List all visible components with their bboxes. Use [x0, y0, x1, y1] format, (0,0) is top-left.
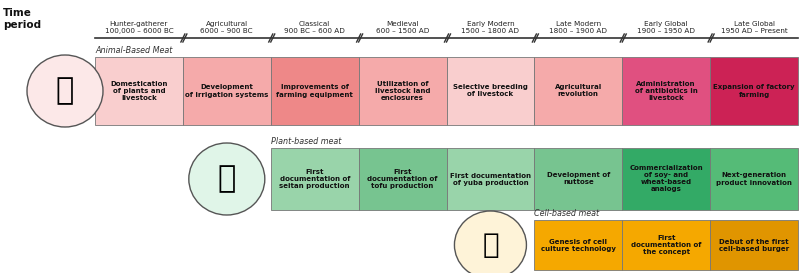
Bar: [270, 57, 358, 125]
Text: Development of
nuttose: Development of nuttose: [546, 173, 610, 185]
Bar: [622, 148, 710, 210]
Text: Debut of the first
cell-based burger: Debut of the first cell-based burger: [719, 239, 789, 251]
Text: Time
period: Time period: [3, 8, 41, 30]
Text: Animal-Based Meat: Animal-Based Meat: [95, 46, 172, 55]
Text: Late Global
1950 AD – Present: Late Global 1950 AD – Present: [721, 21, 787, 34]
Bar: [534, 148, 622, 210]
Text: Utilization of
livestock land
enclosures: Utilization of livestock land enclosures: [375, 81, 430, 101]
Text: Late Modern
1800 – 1900 AD: Late Modern 1800 – 1900 AD: [550, 21, 607, 34]
Bar: [358, 57, 446, 125]
Text: Improvements of
farming equipment: Improvements of farming equipment: [276, 85, 353, 97]
Bar: [710, 220, 798, 270]
Bar: [710, 148, 798, 210]
Text: Selective breeding
of livestock: Selective breeding of livestock: [453, 85, 528, 97]
Text: Agricultural
revolution: Agricultural revolution: [554, 85, 602, 97]
Bar: [622, 57, 710, 125]
Bar: [710, 57, 798, 125]
Text: Hunter-gatherer
100,000 – 6000 BC: Hunter-gatherer 100,000 – 6000 BC: [105, 21, 174, 34]
Text: Genesis of cell
culture technology: Genesis of cell culture technology: [541, 239, 616, 251]
Text: Domestication
of plants and
livestock: Domestication of plants and livestock: [110, 81, 168, 101]
Text: First
documentation of
tofu production: First documentation of tofu production: [367, 169, 438, 189]
Bar: [358, 148, 446, 210]
Bar: [446, 57, 534, 125]
Text: Plant-based meat: Plant-based meat: [270, 137, 341, 146]
Bar: [446, 148, 534, 210]
Bar: [183, 57, 270, 125]
Text: Early Modern
1500 – 1800 AD: Early Modern 1500 – 1800 AD: [462, 21, 519, 34]
Bar: [622, 220, 710, 270]
Text: Agricultural
6000 – 900 BC: Agricultural 6000 – 900 BC: [201, 21, 253, 34]
Bar: [270, 148, 358, 210]
Text: Early Global
1900 – 1950 AD: Early Global 1900 – 1950 AD: [637, 21, 695, 34]
Text: 🦠: 🦠: [482, 231, 498, 259]
Bar: [534, 220, 622, 270]
Ellipse shape: [454, 211, 526, 273]
Text: Next-generation
product innovation: Next-generation product innovation: [716, 173, 792, 185]
Bar: [95, 57, 183, 125]
Text: Expansion of factory
farming: Expansion of factory farming: [714, 85, 795, 97]
Text: First documentation
of yuba production: First documentation of yuba production: [450, 173, 531, 185]
Text: Development
of irrigation systems: Development of irrigation systems: [185, 85, 269, 97]
Text: Administration
of antibiotics in
livestock: Administration of antibiotics in livesto…: [635, 81, 698, 101]
Text: Classical
900 BC – 600 AD: Classical 900 BC – 600 AD: [284, 21, 345, 34]
Text: 🐷: 🐷: [56, 76, 74, 105]
Bar: [534, 57, 622, 125]
Text: 🌿: 🌿: [218, 165, 236, 194]
Text: Cell-based meat: Cell-based meat: [534, 209, 599, 218]
Text: First
documentation of
seitan production: First documentation of seitan production: [279, 169, 350, 189]
Text: First
documentation of
the concept: First documentation of the concept: [631, 235, 702, 255]
Text: Commercialization
of soy- and
wheat-based
analogs: Commercialization of soy- and wheat-base…: [630, 165, 703, 192]
Text: Medieval
600 – 1500 AD: Medieval 600 – 1500 AD: [376, 21, 430, 34]
Ellipse shape: [27, 55, 103, 127]
Ellipse shape: [189, 143, 265, 215]
